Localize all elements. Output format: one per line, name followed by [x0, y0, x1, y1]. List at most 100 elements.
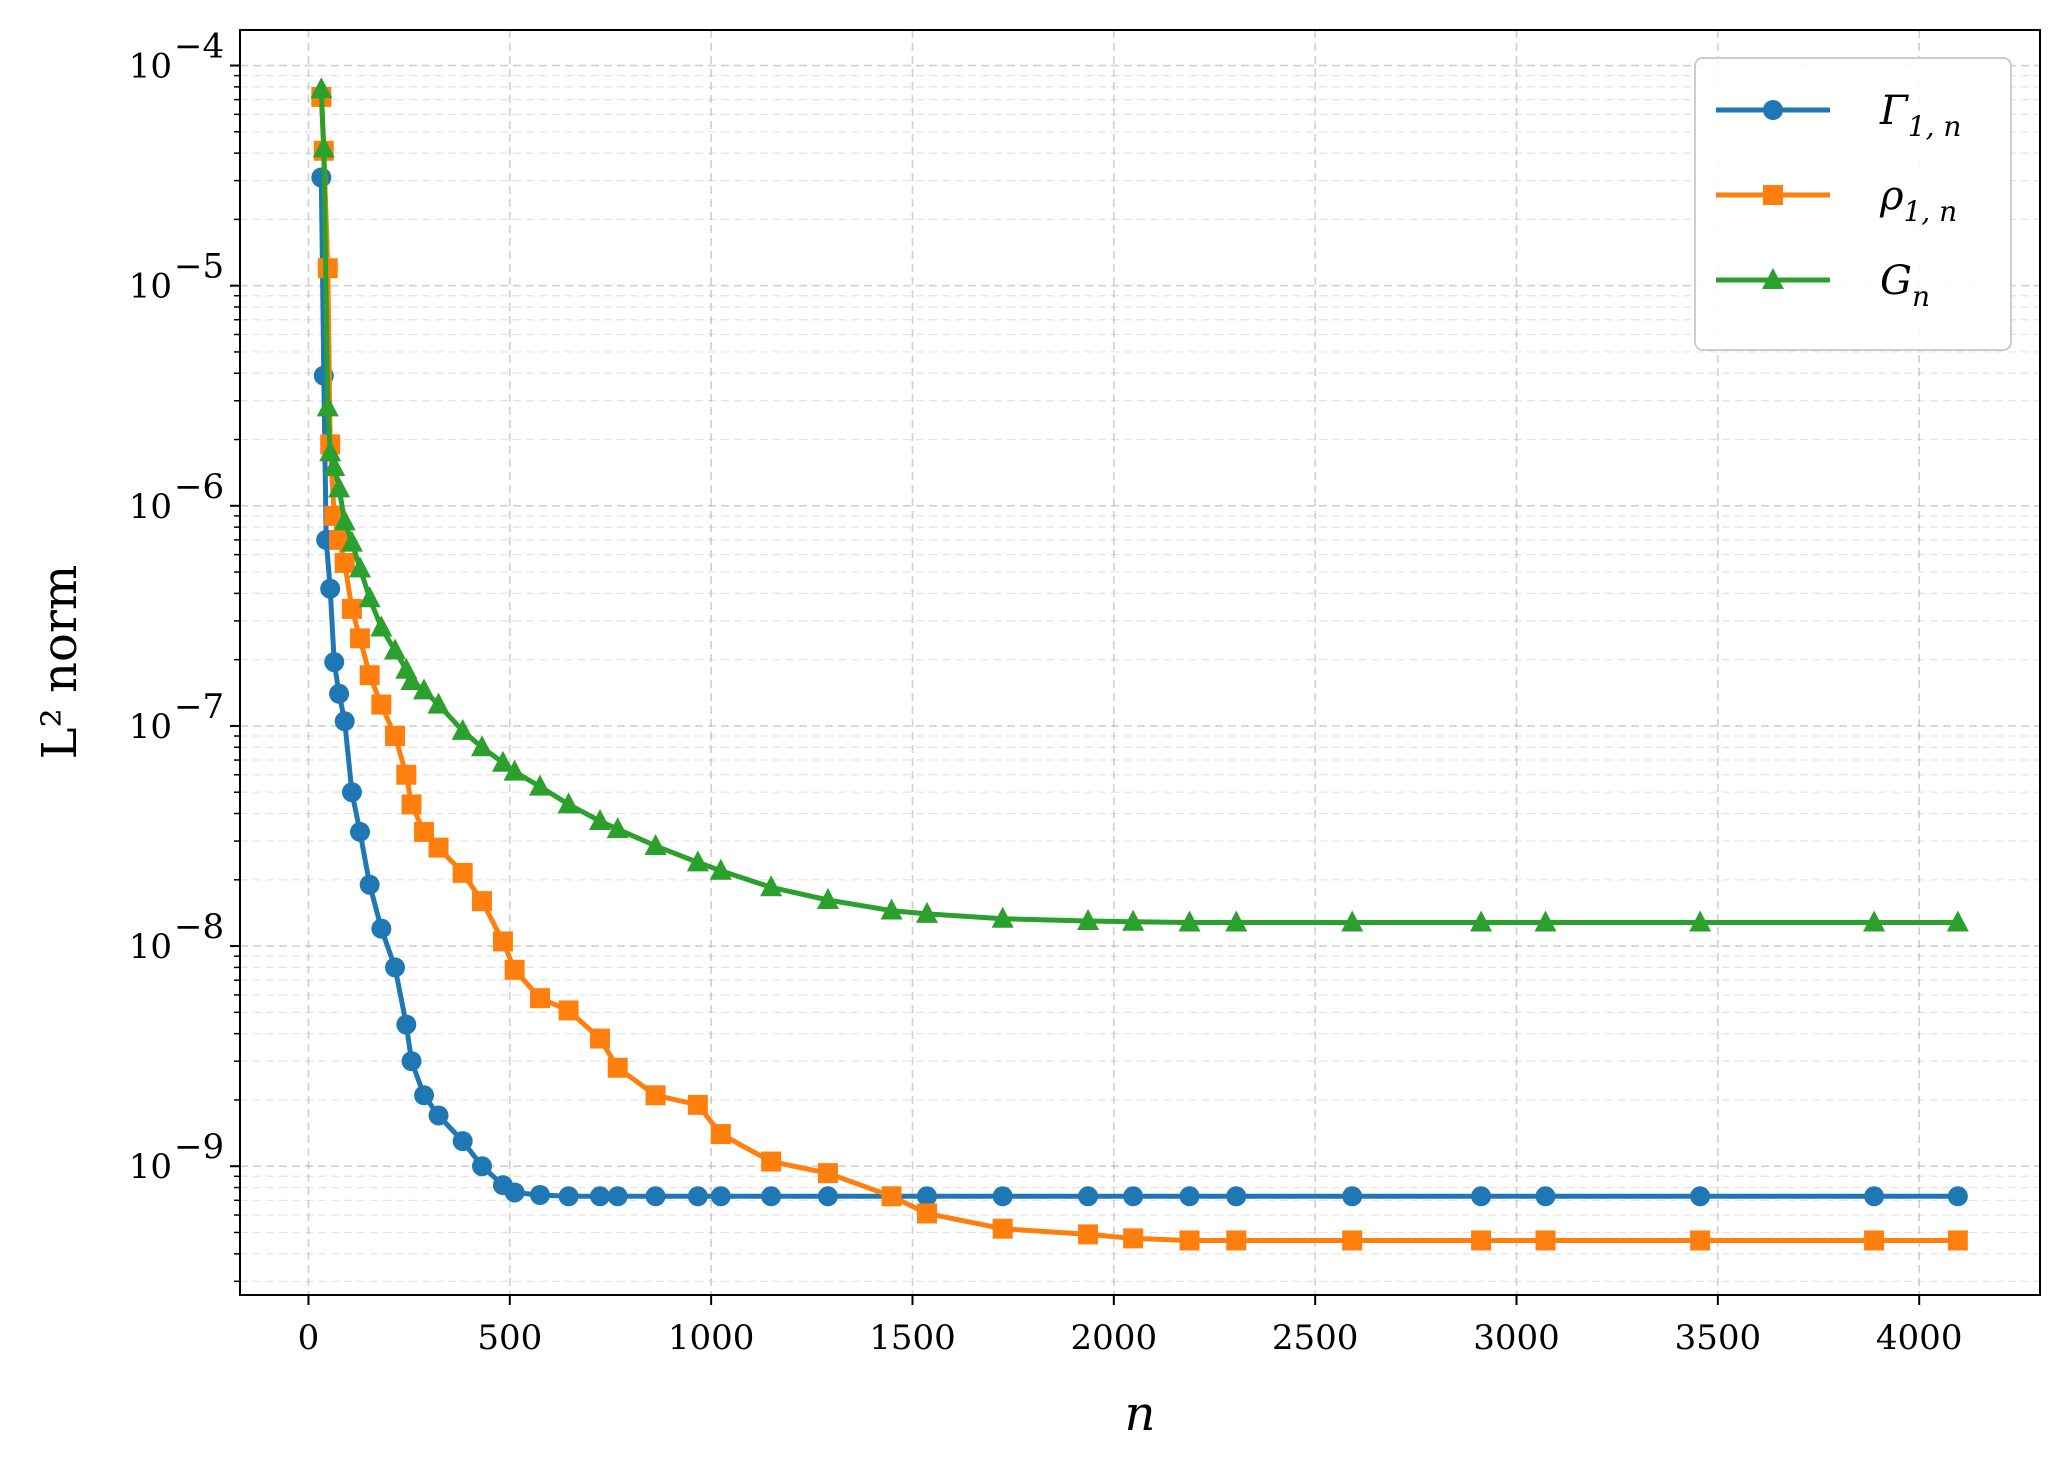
data-point	[530, 988, 550, 1009]
axes-frame	[239, 29, 2041, 1296]
data-point	[1863, 910, 1886, 932]
data-point	[427, 692, 450, 714]
data-point	[503, 759, 526, 781]
data-point	[1225, 910, 1248, 932]
data-point	[323, 455, 346, 477]
data-point	[1690, 1186, 1711, 1207]
data-point	[340, 530, 363, 552]
data-point	[1077, 908, 1100, 930]
data-point	[1078, 1224, 1099, 1245]
data-point	[916, 1186, 937, 1207]
data-point	[428, 1105, 449, 1126]
data-point	[1535, 1230, 1556, 1251]
data-point	[606, 817, 629, 839]
legend-entry: ρ1, n	[1716, 173, 1957, 228]
y-tick-exponent: −7	[174, 687, 224, 727]
data-point	[761, 1186, 782, 1207]
x-tick-label: 0	[298, 1318, 320, 1358]
data-point	[370, 615, 393, 637]
data-point	[644, 833, 667, 855]
data-point	[396, 1014, 417, 1035]
series-0	[311, 167, 1968, 1207]
data-point	[880, 898, 903, 920]
data-point	[915, 901, 938, 923]
data-point	[320, 578, 341, 599]
y-tick-label: 10	[129, 927, 172, 967]
y-tick-label: 10	[129, 707, 172, 747]
y-tick-exponent: −9	[174, 1127, 224, 1167]
data-point	[329, 683, 350, 704]
data-point	[607, 1057, 628, 1078]
data-point	[1535, 1186, 1556, 1207]
data-point	[1946, 910, 1969, 932]
data-point	[472, 891, 493, 912]
data-point	[310, 77, 333, 99]
data-point	[1123, 1228, 1144, 1249]
y-axis: 10 −410 −510−610−710−810−9	[129, 27, 240, 1283]
y-tick-label: 10	[129, 487, 172, 527]
data-point	[359, 874, 380, 895]
data-point	[816, 887, 839, 909]
data-point	[687, 1094, 708, 1115]
data-point	[817, 1186, 838, 1207]
legend-marker	[1763, 185, 1783, 205]
data-point	[341, 782, 362, 803]
data-point	[334, 552, 355, 573]
data-point	[710, 1186, 731, 1207]
data-point	[710, 1124, 731, 1145]
data-point	[492, 931, 513, 952]
data-point	[385, 957, 406, 978]
legend-marker	[1763, 100, 1783, 120]
data-point	[709, 858, 732, 880]
data-point	[472, 1156, 493, 1177]
data-point	[329, 529, 350, 550]
data-point	[645, 1085, 666, 1106]
data-point	[1123, 1186, 1144, 1207]
data-point	[590, 1028, 610, 1049]
data-point	[1864, 1230, 1885, 1251]
data-point	[760, 875, 783, 897]
data-point	[341, 598, 362, 619]
data-point	[607, 1186, 628, 1207]
x-axis-label: n	[1125, 1386, 1156, 1442]
data-point	[491, 750, 514, 772]
data-point	[396, 764, 417, 785]
data-point	[1864, 1186, 1885, 1207]
data-point	[328, 476, 351, 498]
data-point	[1342, 1230, 1363, 1251]
legend-marker	[1762, 268, 1784, 289]
data-point	[817, 1163, 838, 1184]
data-point	[1226, 1186, 1247, 1207]
series-layer	[310, 77, 1969, 1251]
x-axis: 0 500 1000 1500 2000 2500 3000 3500 4000	[298, 1295, 1963, 1358]
y-tick-exponent: −6	[174, 467, 224, 507]
legend: Γ1, nρ1, nGn	[1694, 57, 2012, 351]
data-point	[311, 167, 332, 188]
data-point	[349, 556, 371, 578]
data-point	[371, 694, 392, 715]
data-point	[687, 1186, 708, 1207]
data-point	[1471, 1186, 1492, 1207]
data-point	[333, 509, 356, 531]
data-point	[414, 821, 435, 842]
x-tick-label: 3500	[1675, 1318, 1762, 1358]
data-point	[1122, 909, 1145, 931]
data-point	[451, 718, 474, 740]
data-point	[414, 1085, 435, 1106]
data-point	[916, 1203, 937, 1224]
data-point	[1178, 910, 1201, 932]
data-point	[316, 395, 339, 417]
data-point	[452, 1131, 473, 1152]
data-point	[761, 1151, 782, 1172]
data-point	[1226, 1230, 1247, 1251]
x-tick-label: 4000	[1876, 1318, 1963, 1358]
data-point	[645, 1186, 666, 1207]
x-tick-label: 500	[477, 1318, 542, 1358]
data-point	[312, 136, 335, 158]
x-tick-label: 1000	[668, 1318, 755, 1358]
y-tick-exponent: −8	[174, 907, 224, 947]
x-tick-label: 1500	[869, 1318, 956, 1358]
legend-entry: Gn	[1716, 258, 1930, 313]
data-point	[452, 862, 473, 883]
data-point	[991, 906, 1014, 928]
